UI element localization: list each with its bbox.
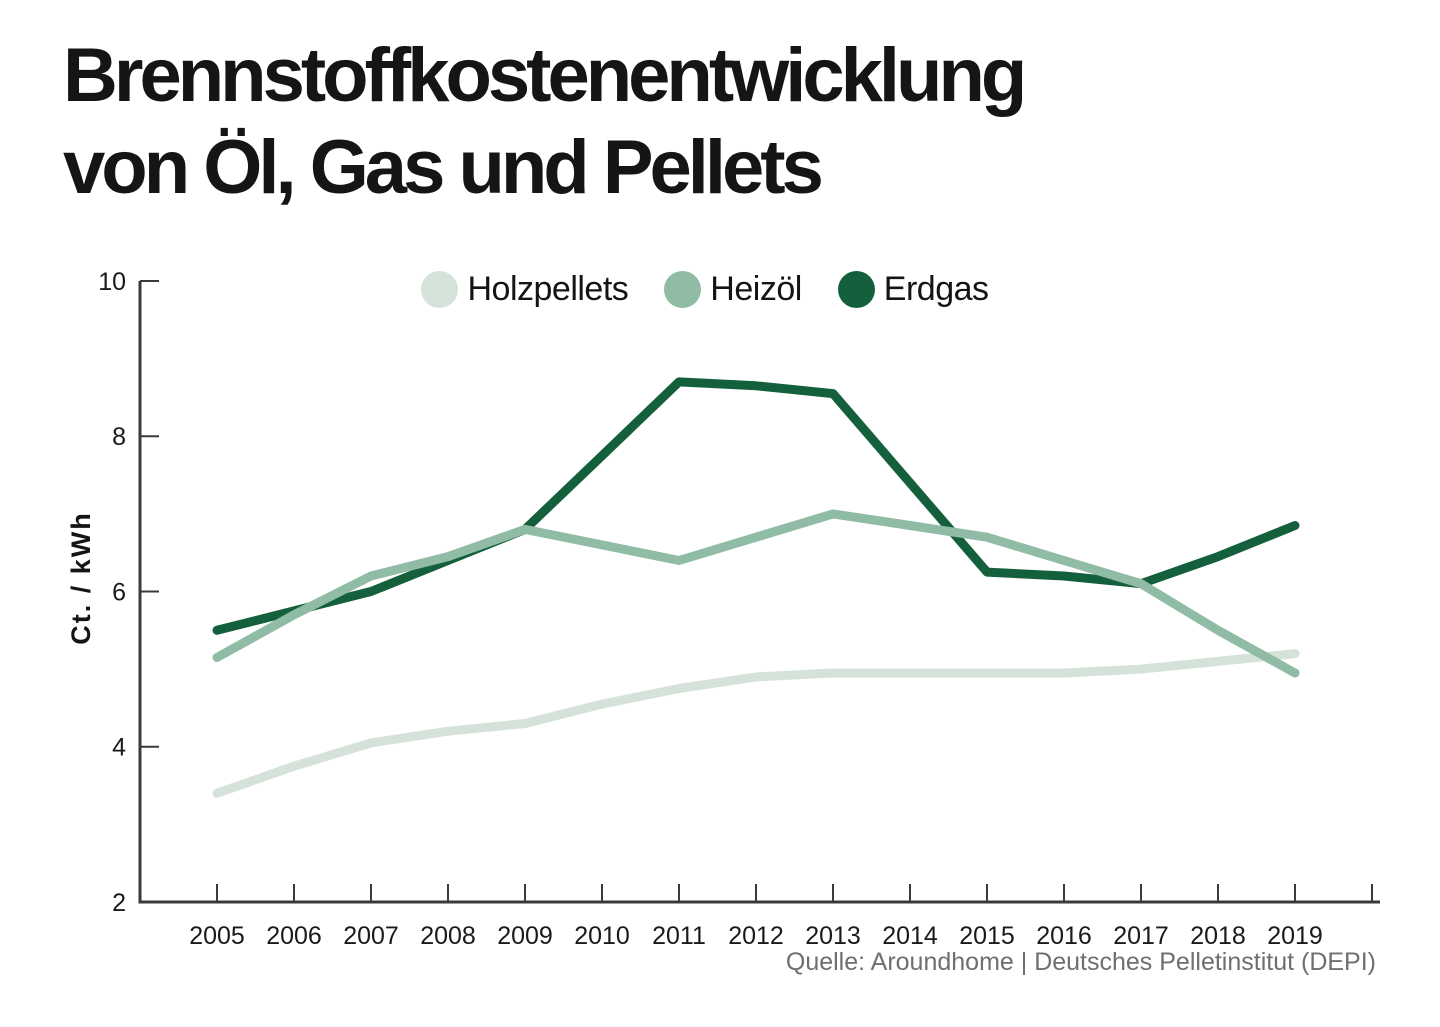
legend-swatch-erdgas <box>837 271 875 308</box>
legend-label-holzpellets: Holzpellets <box>467 270 629 308</box>
y-tick-label: 8 <box>112 423 126 451</box>
y-tick-label: 2 <box>112 889 126 917</box>
legend: Holzpellets Heizöl Erdgas <box>0 270 1410 309</box>
legend-label-erdgas: Erdgas <box>883 270 989 308</box>
series-line-heizoel <box>212 509 1300 678</box>
x-tick-label: 2011 <box>652 922 706 950</box>
axis-lines <box>138 281 1380 904</box>
series-line-erdgas <box>212 377 1300 635</box>
legend-item-holzpellets: Holzpellets <box>421 270 629 309</box>
x-tick-label: 2019 <box>1267 922 1323 950</box>
legend-swatch-holzpellets <box>421 271 459 308</box>
x-tick-label: 2017 <box>1113 922 1169 950</box>
series-line-holzpellets <box>212 649 1300 798</box>
chart-title-line-1: Brennstoffkostenentwicklung <box>63 33 1027 118</box>
x-tick-label: 2009 <box>497 922 553 950</box>
legend-swatch-heizoel <box>664 271 702 308</box>
source-credit: Quelle: Aroundhome | Deutsches Pelletins… <box>785 948 1376 976</box>
y-tick-label: 10 <box>98 268 126 296</box>
x-tick-label: 2013 <box>805 922 861 950</box>
y-tick-label: 6 <box>112 578 126 606</box>
chart-title: Brennstoffkostenentwicklung von Öl, Gas … <box>63 30 1027 214</box>
legend-item-erdgas: Erdgas <box>837 270 989 309</box>
x-tick-label: 2007 <box>343 922 399 950</box>
x-tick-label: 2012 <box>728 922 784 950</box>
x-tick-label: 2014 <box>882 922 938 950</box>
legend-label-heizoel: Heizöl <box>710 270 802 308</box>
x-tick-label: 2008 <box>420 922 476 950</box>
x-tick-label: 2018 <box>1190 922 1246 950</box>
x-tick-label: 2006 <box>266 922 322 950</box>
x-tick-label: 2015 <box>959 922 1015 950</box>
y-tick-label: 4 <box>112 734 126 762</box>
x-tick-label: 2005 <box>189 922 245 950</box>
x-tick-label: 2010 <box>574 922 630 950</box>
chart-title-line-2: von Öl, Gas und Pellets <box>63 124 824 210</box>
x-tick-label: 2016 <box>1036 922 1092 950</box>
legend-item-heizoel: Heizöl <box>664 270 802 309</box>
